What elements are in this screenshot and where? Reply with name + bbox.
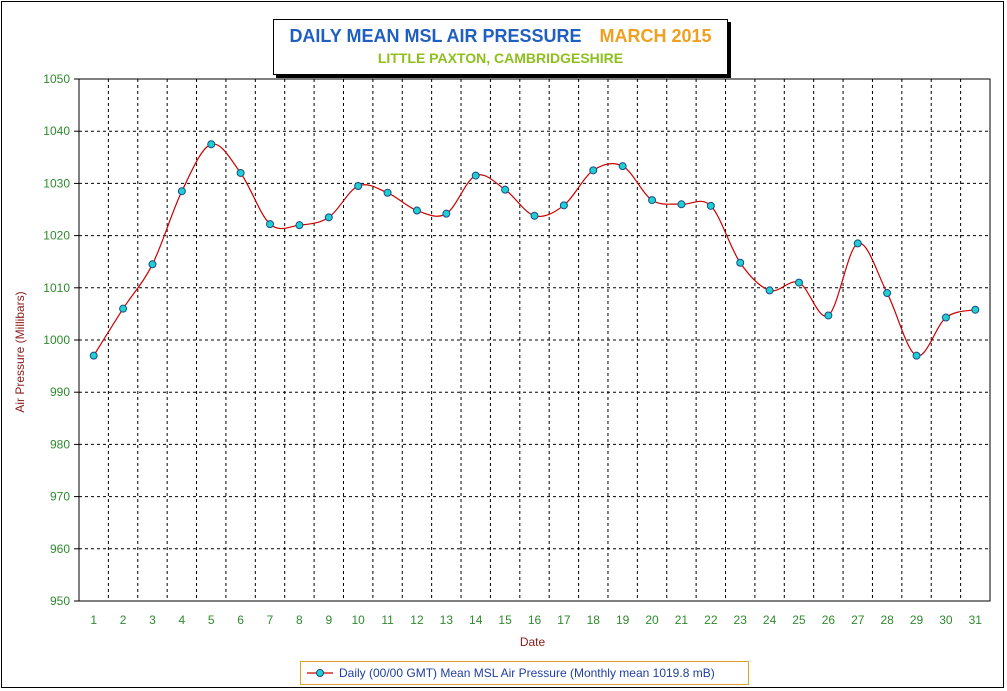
x-tick-label: 17 [557, 613, 571, 627]
data-point [706, 201, 715, 210]
data-point [794, 278, 803, 287]
y-tick-label: 990 [50, 385, 70, 399]
x-tick-label: 22 [704, 613, 718, 627]
data-point [207, 140, 216, 149]
data-point [530, 211, 539, 220]
y-axis-label: Air Pressure (Millibars) [13, 291, 27, 412]
data-point [883, 289, 892, 298]
data-point [442, 209, 451, 218]
x-tick-label: 28 [880, 613, 894, 627]
x-tick-label: 31 [969, 613, 983, 627]
data-point [295, 221, 304, 230]
x-tick-label: 23 [734, 613, 748, 627]
chart-subtitle: LITTLE PAXTON, CAMBRIDGESHIRE [377, 50, 624, 66]
x-tick-label: 5 [208, 613, 215, 627]
data-point [618, 162, 627, 171]
y-tick-label: 1050 [43, 72, 70, 86]
data-point [824, 311, 833, 320]
data-point [119, 304, 128, 313]
chart-title-month: MARCH 2015 [599, 26, 712, 46]
data-point [236, 168, 245, 177]
x-tick-label: 7 [267, 613, 274, 627]
x-tick-label: 16 [528, 613, 542, 627]
legend-label: Daily (00/00 GMT) Mean MSL Air Pressure … [339, 666, 715, 680]
x-tick-label: 4 [179, 613, 186, 627]
title-line: DAILY MEAN MSL AIR PRESSURE MARCH 2015 [274, 26, 727, 47]
chart-title: DAILY MEAN MSL AIR PRESSURE [289, 26, 582, 46]
legend-swatch-icon [307, 669, 333, 677]
data-point [266, 220, 275, 229]
x-tick-label: 24 [763, 613, 777, 627]
x-tick-label: 18 [587, 613, 601, 627]
y-tick-label: 1030 [43, 176, 70, 190]
data-point [559, 201, 568, 210]
x-tick-label: 11 [381, 613, 394, 627]
y-tick-label: 970 [50, 490, 70, 504]
x-tick-label: 27 [851, 613, 865, 627]
data-point [412, 206, 421, 215]
data-point [471, 171, 480, 180]
grid [74, 78, 990, 602]
y-tick-label: 1040 [43, 124, 70, 138]
x-tick-label: 6 [237, 613, 244, 627]
data-point [912, 351, 921, 360]
x-tick-label: 20 [645, 613, 659, 627]
x-tick-label: 12 [410, 613, 424, 627]
y-tick-label: 1000 [43, 333, 70, 347]
x-tick-label: 21 [675, 613, 689, 627]
y-tick-label: 1010 [43, 281, 70, 295]
x-tick-label: 3 [149, 613, 156, 627]
x-tick-label: 25 [792, 613, 806, 627]
data-point [971, 305, 980, 314]
x-tick-label: 30 [939, 613, 953, 627]
data-point [765, 286, 774, 295]
data-point [354, 182, 363, 191]
y-tick-label: 1020 [43, 229, 70, 243]
x-tick-label: 13 [440, 613, 454, 627]
x-tick-label: 15 [498, 613, 512, 627]
data-point [177, 187, 186, 196]
y-tick-label: 950 [50, 594, 70, 608]
data-point [383, 188, 392, 197]
y-tick-label: 960 [50, 542, 70, 556]
title-box: DAILY MEAN MSL AIR PRESSURE MARCH 2015 LI… [273, 19, 728, 75]
x-tick-label: 2 [120, 613, 127, 627]
y-tick-label: 980 [50, 437, 70, 451]
data-point [501, 185, 510, 194]
x-axis-label: Date [520, 635, 546, 649]
x-tick-label: 1 [90, 613, 97, 627]
x-tick-label: 9 [325, 613, 332, 627]
data-point [736, 258, 745, 267]
series-markers [89, 140, 980, 360]
data-point [648, 196, 657, 205]
data-point [941, 313, 950, 322]
data-point [89, 351, 98, 360]
tick-labels: 9509609709809901000101010201030104010501… [43, 72, 982, 627]
x-tick-label: 8 [296, 613, 303, 627]
data-point [853, 239, 862, 248]
x-tick-label: 29 [910, 613, 924, 627]
x-tick-label: 10 [351, 613, 365, 627]
x-tick-label: 14 [469, 613, 483, 627]
data-point [589, 166, 598, 175]
data-point [677, 200, 686, 209]
x-tick-label: 26 [822, 613, 836, 627]
data-point [324, 213, 333, 222]
plot-area [78, 78, 991, 602]
x-tick-label: 19 [616, 613, 630, 627]
data-point [148, 260, 157, 269]
legend: Daily (00/00 GMT) Mean MSL Air Pressure … [300, 661, 749, 685]
